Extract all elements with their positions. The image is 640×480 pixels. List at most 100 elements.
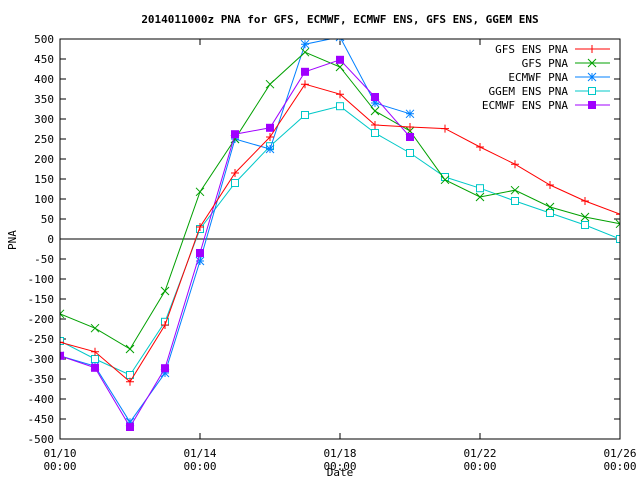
data-point (371, 121, 379, 129)
data-point (266, 133, 274, 141)
y-tick-label: 400 (34, 73, 54, 86)
series-gfs-pna (60, 47, 620, 354)
x-tick-label: 01/26 (603, 447, 636, 460)
series-line (60, 59, 411, 428)
data-point (266, 123, 274, 132)
data-point (195, 187, 205, 197)
x-tick-label: 01/22 (463, 447, 496, 460)
data-point (546, 181, 554, 189)
y-tick-label: 50 (41, 213, 54, 226)
y-tick-label: 350 (34, 93, 54, 106)
x-axis-label: Date (327, 466, 354, 479)
data-point (265, 144, 275, 154)
data-point (615, 219, 620, 229)
legend-label: GFS PNA (522, 57, 569, 70)
legend-label: ECMWF PNA (508, 71, 568, 84)
data-point (588, 101, 596, 109)
data-point (161, 321, 169, 329)
data-point (160, 286, 170, 296)
data-point (160, 368, 170, 378)
data-point (60, 337, 64, 345)
chart-title: 2014011000z PNA for GFS, ECMWF, ECMWF EN… (141, 13, 538, 26)
data-point (300, 47, 310, 57)
y-tick-label: 500 (34, 33, 54, 46)
x-tick-label: 00:00 (323, 460, 356, 473)
y-tick-label: 150 (34, 173, 54, 186)
data-point (370, 98, 380, 108)
data-point (231, 179, 239, 187)
data-point (60, 338, 64, 347)
series-layer (60, 39, 620, 431)
series-line (60, 105, 620, 376)
y-tick-label: 100 (34, 193, 54, 206)
y-tick-label: 300 (34, 113, 54, 126)
data-point (616, 235, 620, 243)
data-point (371, 129, 379, 137)
data-point (511, 197, 519, 205)
data-point (546, 209, 554, 217)
y-tick-label: 250 (34, 133, 54, 146)
data-point (510, 185, 520, 195)
y-axis-label: PNA (6, 230, 19, 250)
x-tick-label: 01/14 (183, 447, 216, 460)
data-point (125, 417, 135, 427)
x-tick-label: 00:00 (463, 460, 496, 473)
data-point (231, 130, 239, 139)
data-point (231, 169, 239, 177)
data-point (91, 355, 99, 363)
data-point (91, 363, 99, 372)
data-point (265, 79, 275, 89)
data-point (336, 55, 344, 64)
series-ggem-ens-pna (60, 102, 620, 379)
y-tick-label: -50 (34, 253, 54, 266)
data-point (60, 309, 65, 319)
legend-label: GFS ENS PNA (495, 43, 568, 56)
data-point (161, 364, 169, 373)
y-tick-label: -400 (28, 393, 55, 406)
data-point (545, 202, 555, 212)
x-tick-label: 00:00 (43, 460, 76, 473)
data-point (581, 197, 589, 205)
y-axis-ticks: 500450400350300250200150100500-50-100-15… (28, 33, 620, 446)
data-point (195, 256, 205, 266)
data-point (126, 377, 134, 386)
data-point (406, 123, 414, 131)
y-tick-label: -500 (28, 433, 55, 446)
data-point (300, 39, 310, 49)
data-point (441, 124, 449, 133)
y-tick-label: -150 (28, 293, 55, 306)
data-point (90, 323, 100, 333)
data-point (371, 93, 379, 101)
data-point (60, 351, 64, 360)
data-point (335, 62, 345, 72)
data-point (475, 192, 485, 202)
data-point (587, 58, 597, 68)
data-point (196, 223, 204, 231)
y-tick-label: 200 (34, 153, 54, 166)
data-point (196, 249, 204, 257)
x-tick-label: 00:00 (183, 460, 216, 473)
data-point (616, 210, 620, 219)
data-point (476, 143, 484, 151)
data-point (587, 72, 597, 82)
y-tick-label: -350 (28, 373, 55, 386)
y-tick-label: -250 (28, 333, 55, 346)
series-line (60, 39, 411, 424)
data-point (405, 109, 415, 119)
data-point (588, 87, 596, 95)
data-point (406, 149, 414, 157)
data-point (440, 175, 450, 185)
y-tick-label: -450 (28, 413, 55, 426)
data-point (126, 423, 134, 431)
data-point (581, 221, 589, 229)
data-point (336, 102, 344, 111)
series-line (60, 83, 620, 383)
legend-label: ECMWF ENS PNA (482, 99, 568, 112)
data-point (301, 80, 309, 89)
data-point (301, 111, 309, 119)
data-point (301, 67, 309, 76)
x-tick-label: 01/10 (43, 447, 76, 460)
data-point (588, 45, 596, 53)
